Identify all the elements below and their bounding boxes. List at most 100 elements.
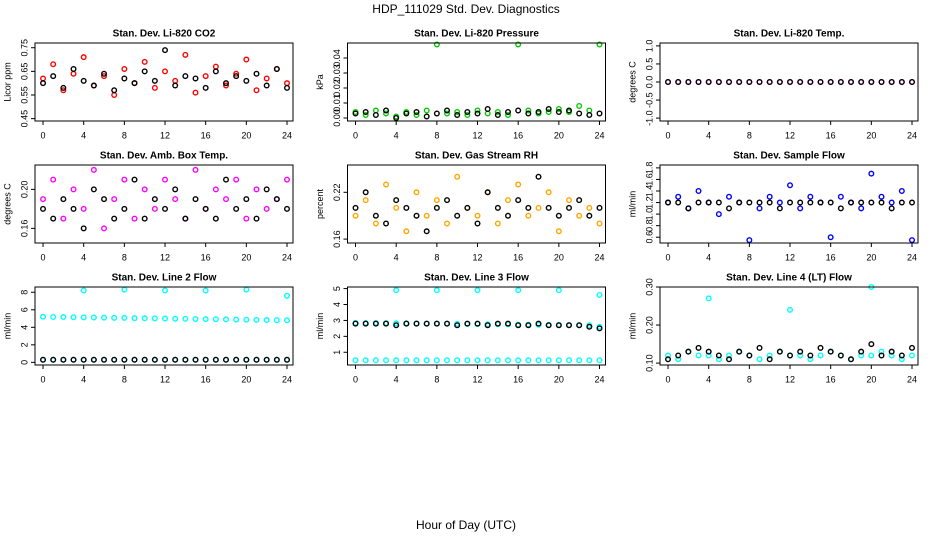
point bbox=[141, 356, 148, 363]
x-tick-label: 20 bbox=[554, 130, 564, 140]
y-tick-label: 0.16 bbox=[19, 220, 29, 238]
x-tick-label: 8 bbox=[122, 130, 127, 140]
point bbox=[515, 41, 522, 48]
point bbox=[121, 286, 128, 293]
point bbox=[372, 357, 379, 364]
point bbox=[444, 110, 451, 117]
point bbox=[70, 186, 77, 193]
point bbox=[383, 220, 390, 227]
point bbox=[192, 166, 199, 173]
point bbox=[223, 80, 230, 87]
point bbox=[858, 199, 865, 206]
point bbox=[131, 315, 138, 322]
point bbox=[162, 68, 169, 75]
point bbox=[596, 357, 603, 364]
point bbox=[555, 105, 562, 112]
point bbox=[233, 176, 240, 183]
y-tick-label: 5 bbox=[332, 286, 342, 291]
x-tick-label: 24 bbox=[907, 252, 917, 262]
point bbox=[837, 352, 844, 359]
point bbox=[726, 356, 733, 363]
point bbox=[253, 70, 260, 77]
point bbox=[858, 352, 865, 359]
x-tick-label: 8 bbox=[434, 252, 439, 262]
point bbox=[50, 313, 57, 320]
point bbox=[273, 65, 280, 72]
point bbox=[151, 84, 158, 91]
point bbox=[596, 325, 603, 332]
panel-title: Stan. Dev. Amb. Box Temp. bbox=[100, 151, 228, 162]
y-tick-label: 2 bbox=[332, 334, 342, 339]
point bbox=[766, 78, 773, 85]
point bbox=[80, 314, 87, 321]
point bbox=[393, 204, 400, 211]
y-tick-label: 3 bbox=[332, 318, 342, 323]
point bbox=[515, 322, 522, 329]
point bbox=[263, 82, 270, 89]
point bbox=[192, 75, 199, 82]
point bbox=[352, 110, 359, 117]
x-tick-label: 24 bbox=[282, 130, 292, 140]
x-tick-label: 12 bbox=[785, 252, 795, 262]
plot-frame bbox=[34, 286, 294, 366]
x-tick-label: 16 bbox=[513, 374, 523, 384]
point bbox=[525, 357, 532, 364]
point bbox=[202, 356, 209, 363]
point bbox=[284, 205, 291, 212]
point bbox=[50, 73, 57, 80]
point bbox=[423, 212, 430, 219]
x-tick-label: 16 bbox=[201, 374, 211, 384]
point bbox=[172, 186, 179, 193]
point bbox=[403, 110, 410, 117]
point bbox=[243, 196, 250, 203]
x-tick-label: 0 bbox=[41, 374, 46, 384]
x-tick-label: 16 bbox=[201, 130, 211, 140]
point bbox=[263, 186, 270, 193]
y-tick-label: 8 bbox=[19, 290, 29, 295]
point bbox=[837, 193, 844, 200]
point bbox=[192, 89, 199, 96]
point bbox=[827, 234, 834, 241]
point bbox=[151, 205, 158, 212]
point bbox=[586, 212, 593, 219]
point bbox=[715, 356, 722, 363]
point bbox=[898, 352, 905, 359]
point bbox=[715, 352, 722, 359]
point bbox=[888, 205, 895, 212]
x-tick-label: 16 bbox=[201, 252, 211, 262]
y-axis-label: degrees C bbox=[2, 183, 12, 225]
point bbox=[111, 196, 118, 203]
point bbox=[695, 187, 702, 194]
point bbox=[40, 75, 47, 82]
x-tick-label: 4 bbox=[706, 252, 711, 262]
point bbox=[131, 80, 138, 87]
point bbox=[797, 205, 804, 212]
point bbox=[233, 356, 240, 363]
point bbox=[433, 357, 440, 364]
x-tick-label: 0 bbox=[353, 252, 358, 262]
point bbox=[40, 205, 47, 212]
x-tick-label: 4 bbox=[81, 130, 86, 140]
point bbox=[515, 197, 522, 204]
point bbox=[284, 176, 291, 183]
x-tick-label: 12 bbox=[160, 252, 170, 262]
point bbox=[756, 344, 763, 351]
point bbox=[715, 211, 722, 218]
point bbox=[243, 215, 250, 222]
point bbox=[586, 323, 593, 330]
plot-frame bbox=[347, 286, 606, 366]
point bbox=[423, 113, 430, 120]
x-tick-label: 8 bbox=[434, 374, 439, 384]
point bbox=[807, 352, 814, 359]
point bbox=[756, 356, 763, 363]
point bbox=[263, 205, 270, 212]
point bbox=[403, 320, 410, 327]
point bbox=[243, 356, 250, 363]
point bbox=[444, 107, 451, 114]
point bbox=[576, 212, 583, 219]
y-tick-label: 0.5 bbox=[644, 58, 654, 71]
point bbox=[505, 111, 512, 118]
point bbox=[162, 205, 169, 212]
point bbox=[273, 196, 280, 203]
point bbox=[372, 212, 379, 219]
